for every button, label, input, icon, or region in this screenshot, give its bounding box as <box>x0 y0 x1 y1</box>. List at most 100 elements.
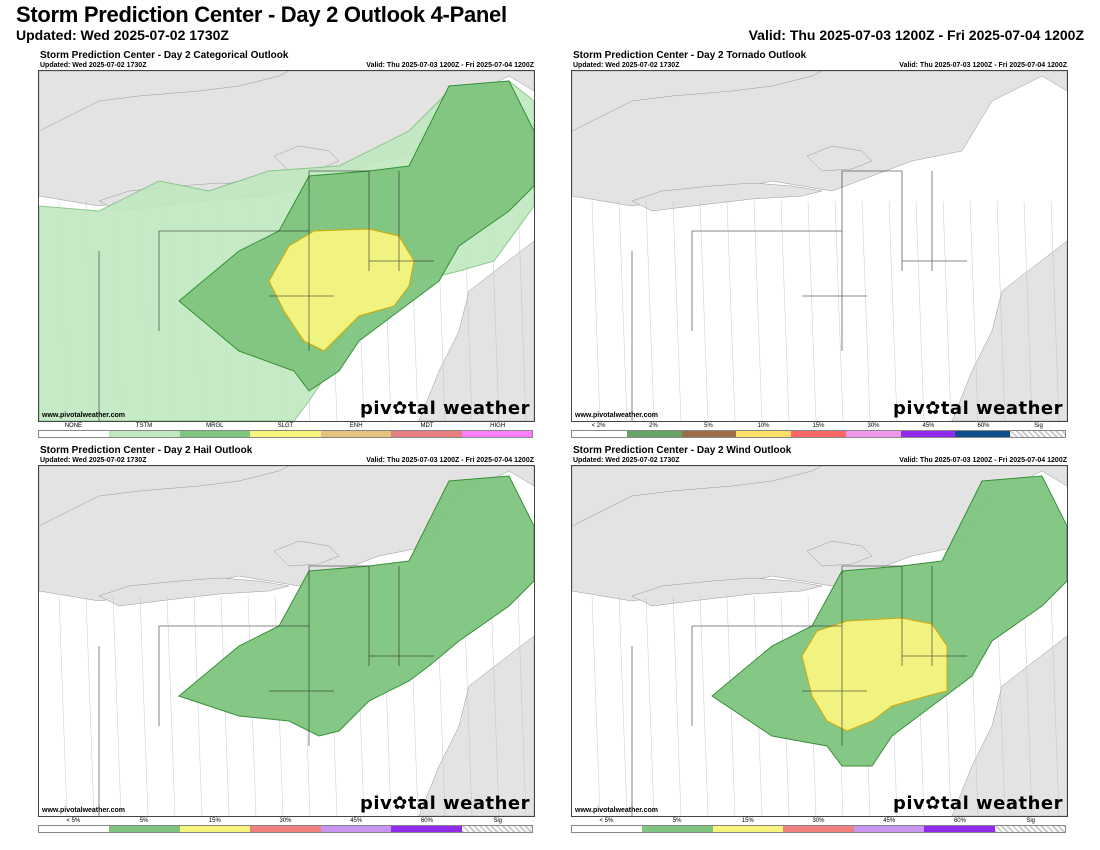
water-body <box>572 71 823 132</box>
water-body <box>39 71 290 132</box>
water-body <box>806 145 873 172</box>
legend-label: SLGT <box>277 423 294 429</box>
state-borders <box>98 565 434 816</box>
credit-text: www.pivotalweather.com <box>575 412 658 419</box>
panel-valid: Valid: Thu 2025-07-03 1200Z - Fri 2025-0… <box>899 457 1067 464</box>
panel-hail: Storm Prediction Center - Day 2 Hail Out… <box>38 445 538 835</box>
county-line <box>112 595 122 816</box>
legend-label: ENH <box>349 423 363 429</box>
legend-swatch <box>461 826 532 832</box>
county-line <box>780 200 790 421</box>
legend-label: 30% <box>812 818 825 824</box>
county-line <box>969 200 979 421</box>
legend-label: Sig <box>1026 818 1035 824</box>
water-body <box>418 635 534 816</box>
legend-label: 5% <box>704 423 713 429</box>
legend-labels: NONE TSTM MRGL SLGT ENH MDT HIGH <box>38 423 533 430</box>
wind-15pct-area <box>801 617 948 732</box>
county-line <box>517 200 527 421</box>
legend-label: 15% <box>812 423 825 429</box>
legend-label: 10% <box>757 423 770 429</box>
county-line <box>645 595 655 816</box>
map-svg <box>39 71 534 421</box>
water-body <box>951 240 1067 421</box>
legend-swatch <box>320 431 392 437</box>
legend-swatch <box>955 431 1011 437</box>
water-body <box>273 540 340 567</box>
state-borders <box>631 565 967 816</box>
map-categorical: www.pivotalweather.com piv✿tal weather <box>38 70 535 422</box>
legend-bar <box>38 825 533 833</box>
legend-swatch <box>853 826 925 832</box>
county-line <box>753 200 763 421</box>
county-line <box>1023 200 1033 421</box>
credit-text: www.pivotalweather.com <box>42 807 125 814</box>
county-line <box>139 595 149 816</box>
legend-label: TSTM <box>135 423 153 429</box>
water-body <box>631 182 823 212</box>
pivotal-weather-logo: piv✿tal weather <box>892 793 1063 814</box>
county-line <box>166 595 176 816</box>
water-body <box>98 577 290 607</box>
state-borders <box>98 170 434 421</box>
legend-labels: < 5% 5% 15% 30% 45% 60% Sig <box>38 818 533 825</box>
county-line <box>861 200 871 421</box>
map-svg <box>39 466 534 816</box>
panel-valid: Valid: Thu 2025-07-03 1200Z - Fri 2025-0… <box>366 62 534 69</box>
map-hail: www.pivotalweather.com piv✿tal weather <box>38 465 535 817</box>
legend-swatch <box>924 826 995 832</box>
legend-label: 45% <box>883 818 896 824</box>
pivotal-weather-logo: piv✿tal weather <box>892 398 1063 419</box>
legend-label: NONE <box>64 423 83 429</box>
county-line <box>1050 200 1060 421</box>
legend-swatch <box>179 826 251 832</box>
legend-label: Sig <box>1034 423 1043 429</box>
basemap <box>572 71 1067 421</box>
legend-label: MDT <box>420 423 434 429</box>
legend-hail: < 5% 5% 15% 30% 45% 60% Sig <box>38 818 533 833</box>
legend-swatch <box>320 826 392 832</box>
legend-wind: < 5% 5% 15% 30% 45% 60% Sig <box>571 818 1066 833</box>
county-line <box>490 595 500 816</box>
county-line <box>699 200 709 421</box>
map-tornado: www.pivotalweather.com piv✿tal weather <box>571 70 1068 422</box>
legend-swatch <box>391 431 462 437</box>
county-line <box>672 595 682 816</box>
legend-bar <box>38 430 533 438</box>
county-line <box>915 200 925 421</box>
county-line <box>193 595 203 816</box>
water-body <box>572 466 823 527</box>
legend-swatch <box>39 826 110 832</box>
county-line <box>1050 595 1060 816</box>
county-line <box>1023 595 1033 816</box>
legend-swatch <box>250 826 321 832</box>
legend-tornado: < 2% 2% 5% 10% 15% 30% 45% 60% Sig <box>571 423 1066 438</box>
county-line <box>672 200 682 421</box>
legend-swatch <box>712 826 784 832</box>
water-body <box>418 240 534 421</box>
basemap <box>39 466 534 816</box>
legend-label: 45% <box>350 818 363 824</box>
basemap <box>572 466 1067 816</box>
legend-swatch <box>626 431 682 437</box>
legend-label: 5% <box>672 818 682 824</box>
county-line <box>942 200 952 421</box>
county-line <box>888 200 898 421</box>
map-svg <box>572 466 1067 816</box>
legend-swatch <box>900 431 956 437</box>
panel-title: Storm Prediction Center - Day 2 Hail Out… <box>40 445 253 456</box>
legend-label: 60% <box>953 818 966 824</box>
water-body <box>806 540 873 567</box>
page-updated: Updated: Wed 2025-07-02 1730Z <box>16 27 229 43</box>
legend-label: HIGH <box>490 423 506 429</box>
legend-categorical: NONE TSTM MRGL SLGT ENH MDT HIGH <box>38 423 533 438</box>
legend-label: 5% <box>139 818 149 824</box>
legend-label: 30% <box>279 818 292 824</box>
legend-label: 2% <box>649 423 658 429</box>
legend-labels: < 5% 5% 15% 30% 45% 60% Sig <box>571 818 1066 825</box>
legend-label: Sig <box>493 818 502 824</box>
legend-swatch <box>791 431 846 437</box>
legend-swatch <box>179 431 251 437</box>
legend-label: 30% <box>867 423 880 429</box>
panel-tornado: Storm Prediction Center - Day 2 Tornado … <box>571 50 1071 440</box>
